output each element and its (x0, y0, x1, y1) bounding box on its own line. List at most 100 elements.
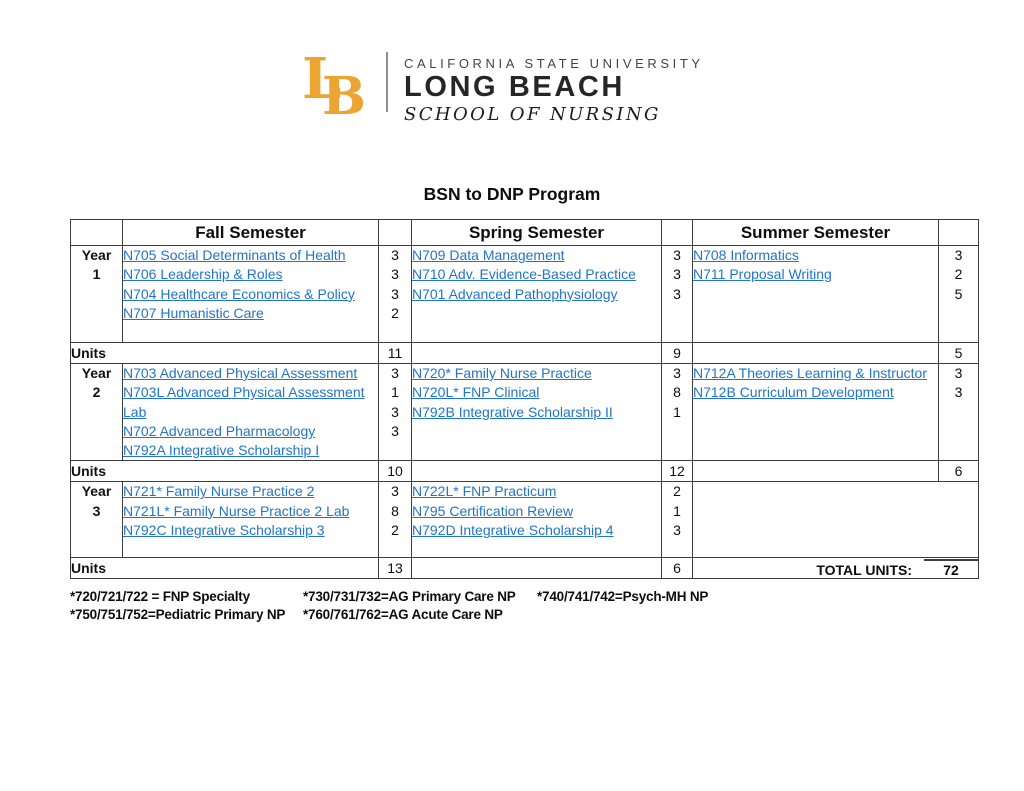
total-units-cell: TOTAL UNITS: 72 (692, 557, 979, 580)
course-units: 3 (391, 403, 399, 420)
year2-spring-courses: N720* Family Nurse Practice N720L* FNP C… (411, 362, 662, 462)
course-units: 5 (954, 285, 963, 302)
course-units: 3 (673, 247, 681, 263)
year2-label-cell: Year 2 (70, 362, 123, 462)
table-header-row: Fall Semester Spring Semester Summer Sem… (70, 219, 979, 246)
logo-school-line: SCHOOL OF NURSING (404, 104, 661, 126)
units-total-summer: 5 (938, 342, 979, 364)
course-units: 8 (391, 502, 399, 519)
course-link[interactable]: N712A Theories Learning & Instructor (693, 365, 928, 381)
year1-summer-courses: N708 Informatics N711 Proposal Writing (692, 245, 939, 343)
logo-text-block: CALIFORNIA STATE UNIVERSITY LONG BEACH S… (404, 56, 704, 125)
year3-fall-courses: N721* Family Nurse Practice 2 N721L* Fam… (122, 481, 379, 559)
course-units: 3 (673, 365, 681, 381)
footnote: *750/751/752=Pediatric Primary NP (70, 607, 286, 622)
footnote: *730/731/732=AG Primary Care NP (303, 589, 516, 604)
course-link[interactable]: N703 Advanced Physical Assessment (123, 365, 358, 381)
footnotes: *720/721/722 = FNP Specialty *730/731/73… (70, 589, 708, 622)
course-units: 3 (391, 285, 399, 302)
logo-campus-line: LONG BEACH (404, 71, 625, 103)
units-row-spacer (692, 460, 939, 483)
footnote-spacer (537, 607, 708, 622)
course-link[interactable]: N720L* FNP Clinical (412, 384, 540, 401)
course-units: 3 (391, 483, 399, 500)
course-link[interactable]: N710 Adv. Evidence-Based Practice (412, 266, 636, 283)
course-units: 1 (391, 384, 399, 401)
year1-summer-units: 3 2 5 (938, 245, 979, 343)
year-label: Year (81, 247, 112, 263)
course-link[interactable]: N703L Advanced Physical Assessment Lab (123, 384, 365, 420)
year-label: Year (81, 483, 112, 500)
year1-fall-units: 3 3 3 2 (378, 245, 412, 343)
course-units: 3 (673, 522, 681, 539)
course-units: 3 (391, 247, 399, 263)
program-table: Fall Semester Spring Semester Summer Sem… (70, 219, 979, 580)
course-link[interactable]: N701 Advanced Pathophysiology (412, 285, 618, 302)
year-number: 1 (92, 266, 101, 283)
header-summer: Summer Semester (692, 219, 939, 246)
year2-fall-courses: N703 Advanced Physical Assessment N703L … (122, 362, 379, 462)
header-fall: Fall Semester (122, 219, 379, 246)
course-units: 3 (673, 285, 681, 302)
units-label: Units (70, 342, 379, 364)
year2-spring-units: 3 8 1 (661, 362, 693, 462)
course-link[interactable]: N792D Integrative Scholarship 4 (412, 522, 614, 539)
units-total-spring: 9 (661, 342, 693, 364)
course-link[interactable]: N720* Family Nurse Practice (412, 365, 592, 381)
units-total-spring: 12 (661, 460, 693, 483)
course-link[interactable]: N709 Data Management (412, 247, 565, 263)
year2-summer-courses: N712A Theories Learning & Instructor N71… (692, 362, 939, 462)
course-link[interactable]: N704 Healthcare Economics & Policy (123, 285, 355, 302)
units-total-summer: 6 (938, 460, 979, 483)
table-row-year2: Year 2 N703 Advanced Physical Assessment… (70, 362, 979, 462)
course-link[interactable]: N722L* FNP Practicum (412, 483, 557, 500)
units-total-fall: 11 (378, 342, 412, 364)
course-link[interactable]: N712B Curriculum Development (693, 384, 894, 401)
course-units: 3 (954, 365, 963, 381)
year1-spring-courses: N709 Data Management N710 Adv. Evidence-… (411, 245, 662, 343)
course-units: 2 (673, 483, 681, 500)
course-link[interactable]: N721* Family Nurse Practice 2 (123, 483, 315, 500)
table-row-year1: Year 1 N705 Social Determinants of Healt… (70, 245, 979, 343)
course-link[interactable]: N792B Integrative Scholarship II (412, 403, 613, 420)
course-units: 3 (391, 365, 399, 381)
units-row-year2: Units 10 12 6 (70, 460, 979, 483)
course-link[interactable]: N707 Humanistic Care (123, 304, 264, 321)
monogram-letter-b: B (322, 66, 366, 122)
units-row-spacer (411, 460, 662, 483)
header-spring: Spring Semester (411, 219, 662, 246)
course-units: 1 (673, 403, 681, 420)
units-row-spacer (692, 342, 939, 364)
logo-university-line: CALIFORNIA STATE UNIVERSITY (404, 56, 704, 71)
course-link[interactable]: N721L* Family Nurse Practice 2 Lab (123, 502, 350, 519)
course-link[interactable]: N792A Integrative Scholarship I (123, 442, 320, 459)
course-link[interactable]: N792C Integrative Scholarship 3 (123, 522, 325, 539)
units-total-fall: 10 (378, 460, 412, 483)
year-label: Year (81, 365, 112, 381)
total-units-value: 72 (924, 558, 978, 578)
course-link[interactable]: N711 Proposal Writing (693, 266, 832, 283)
course-units: 8 (673, 384, 681, 401)
logo-divider (386, 52, 388, 112)
course-link[interactable]: N706 Leadership & Roles (123, 266, 283, 283)
course-units: 3 (391, 422, 399, 439)
table-row-year3: Year 3 N721* Family Nurse Practice 2 N72… (70, 481, 979, 559)
course-units: 2 (391, 304, 399, 321)
course-link[interactable]: N795 Certification Review (412, 502, 574, 519)
units-row-spacer (411, 342, 662, 364)
year-number: 2 (92, 384, 101, 401)
year3-label-cell: Year 3 (70, 481, 123, 559)
course-units: 1 (673, 502, 681, 519)
course-link[interactable]: N708 Informatics (693, 247, 799, 263)
course-link[interactable]: N702 Advanced Pharmacology (123, 422, 316, 439)
page-title: BSN to DNP Program (423, 184, 601, 204)
year-number: 3 (92, 502, 101, 519)
units-total-spring: 6 (661, 557, 693, 580)
header-summer-units (938, 219, 979, 246)
year2-fall-units: 3 1 3 3 (378, 362, 412, 462)
year1-label-cell: Year 1 (70, 245, 123, 343)
units-total-fall: 13 (378, 557, 412, 580)
course-link[interactable]: N705 Social Determinants of Health (123, 247, 346, 263)
year3-spring-units: 2 1 3 (661, 481, 693, 559)
